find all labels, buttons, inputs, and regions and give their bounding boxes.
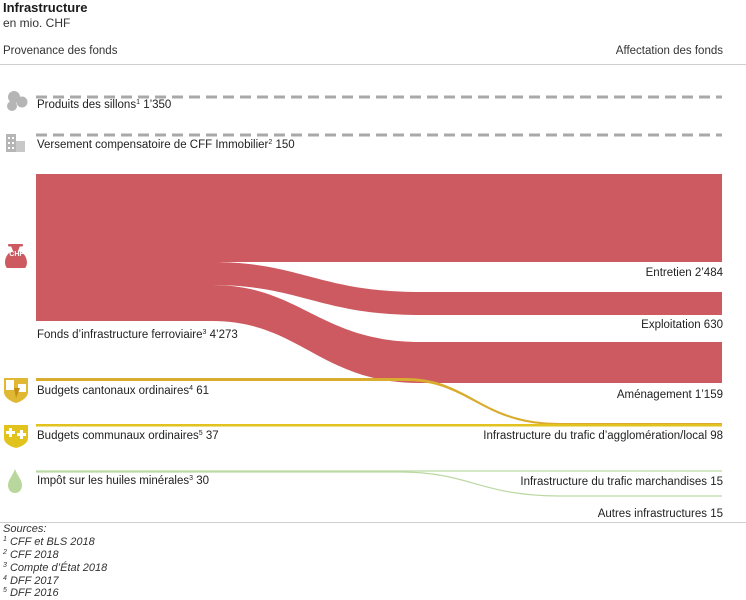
flow-exploitation	[212, 262, 722, 315]
commune-shield-icon	[4, 425, 28, 448]
source-label-budgets-communaux: Budgets communaux ordinaires5 37	[37, 430, 219, 442]
source-label-versement-immobilier: Versement compensatoire de CFF Immobilie…	[37, 139, 295, 151]
header-rule	[0, 64, 746, 65]
footnote-item: 2 CFF 2018	[3, 549, 59, 561]
footer-rule	[0, 522, 746, 523]
left-column-heading: Provenance des fonds	[3, 45, 118, 57]
footnote-item: 5 DFF 2016	[3, 587, 59, 599]
sources-heading: Sources:	[3, 523, 47, 535]
source-label-produits-sillons: Produits des sillons1 1’350	[37, 99, 172, 111]
flow-oil-autres	[36, 471, 722, 497]
footnote-item: 1 CFF et BLS 2018	[3, 536, 95, 548]
flow-entretien	[212, 174, 722, 262]
destination-label-exploitation: Exploitation 630	[641, 319, 723, 331]
destination-label-agglomeration: Infrastructure du trafic d’agglomération…	[483, 430, 723, 442]
circles-icon	[7, 91, 28, 111]
footnote-item: 3 Compte d’État 2018	[3, 562, 108, 574]
destination-label-amenagement: Aménagement 1’159	[616, 389, 723, 401]
destination-label-autres: Autres infrastructures 15	[597, 508, 723, 520]
chart-title: Infrastructure	[3, 0, 88, 15]
right-column-heading: Affectation des fonds	[615, 45, 723, 57]
chart-subtitle: en mio. CHF	[3, 16, 71, 30]
flow-amenagement	[212, 285, 722, 383]
canton-shield-icon	[4, 378, 28, 403]
fund-trunk	[36, 174, 212, 321]
source-label-fonds-infrastructure: Fonds d’infrastructure ferroviaire3 4’27…	[37, 329, 238, 341]
money-bag-icon	[5, 244, 27, 268]
source-label-huiles-minerales: Impôt sur les huiles minérales3 30	[37, 475, 210, 487]
oil-drop-icon	[8, 469, 22, 493]
money-bag-icon-text: CHF	[9, 251, 24, 258]
footnote-item: 4 DFF 2017	[3, 575, 59, 587]
destination-label-marchandises: Infrastructure du trafic marchandises 15	[520, 476, 723, 488]
flow-commune	[36, 424, 722, 427]
source-label-budgets-cantonaux: Budgets cantonaux ordinaires4 61	[37, 385, 210, 397]
building-icon	[6, 134, 25, 152]
destination-label-entretien: Entretien 2’484	[645, 267, 723, 279]
